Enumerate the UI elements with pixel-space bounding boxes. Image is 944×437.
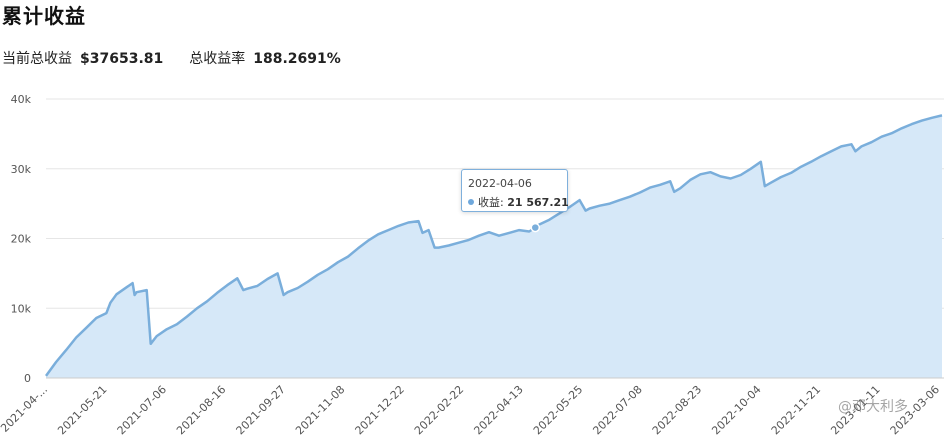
tooltip-row: 收益: 21 567.21 (468, 194, 569, 210)
x-tick-label: 2021-12-22 (353, 383, 407, 437)
x-tick-label: 2022-04-13 (471, 383, 525, 437)
x-tick-label: 2021-09-27 (234, 383, 288, 437)
x-tick-label: 2022-08-23 (650, 383, 704, 437)
profit-area (46, 115, 942, 379)
y-tick-label: 10k (11, 302, 32, 315)
x-tick-label: 2021-04-... (0, 383, 50, 435)
x-tick-label: 2022-02-22 (412, 383, 466, 437)
x-axis-ticks: 2021-04-... 2021-05-21 2021-07-06 2021-08-1… (0, 383, 942, 437)
highlight-marker (530, 222, 541, 233)
y-tick-label: 0 (24, 372, 31, 385)
x-tick-label: 2021-05-21 (55, 383, 109, 437)
profit-line[interactable] (44, 114, 943, 377)
x-tick-label: 2022-10-04 (709, 383, 763, 437)
data-tooltip: 2022-04-06 收益: 21 567.21 (461, 169, 569, 212)
chart-title: 累计收益 (2, 4, 86, 28)
summary-stats: 当前总收益 $37653.81 总收益率 188.2691% (2, 48, 341, 68)
x-tick-label: 2021-11-08 (293, 383, 347, 437)
y-axis-ticks: 0 10k 20k 30k 40k (11, 93, 32, 385)
x-tick-label: 2021-08-16 (174, 383, 228, 437)
current-total-label: 当前总收益 (2, 51, 72, 67)
total-rate-label: 总收益率 (189, 51, 246, 67)
total-rate-value: 188.2691% (253, 51, 341, 67)
y-tick-label: 40k (11, 93, 32, 106)
x-tick-label: 2021-07-06 (115, 383, 169, 437)
tooltip-label: 收益: (478, 196, 504, 209)
current-total-value: $37653.81 (80, 51, 164, 67)
y-tick-label: 20k (11, 233, 32, 246)
tooltip-value: 21 567.21 (507, 196, 569, 209)
x-tick-label: 2022-05-25 (531, 383, 585, 437)
highlight-point[interactable] (530, 222, 541, 233)
watermark: @邓大利多 (838, 399, 908, 415)
y-tick-label: 30k (11, 163, 32, 176)
x-tick-label: 2022-11-21 (769, 383, 823, 437)
tooltip-date: 2022-04-06 (468, 177, 532, 190)
series-dot-icon (468, 199, 474, 205)
x-tick-label: 2022-07-08 (590, 383, 644, 437)
